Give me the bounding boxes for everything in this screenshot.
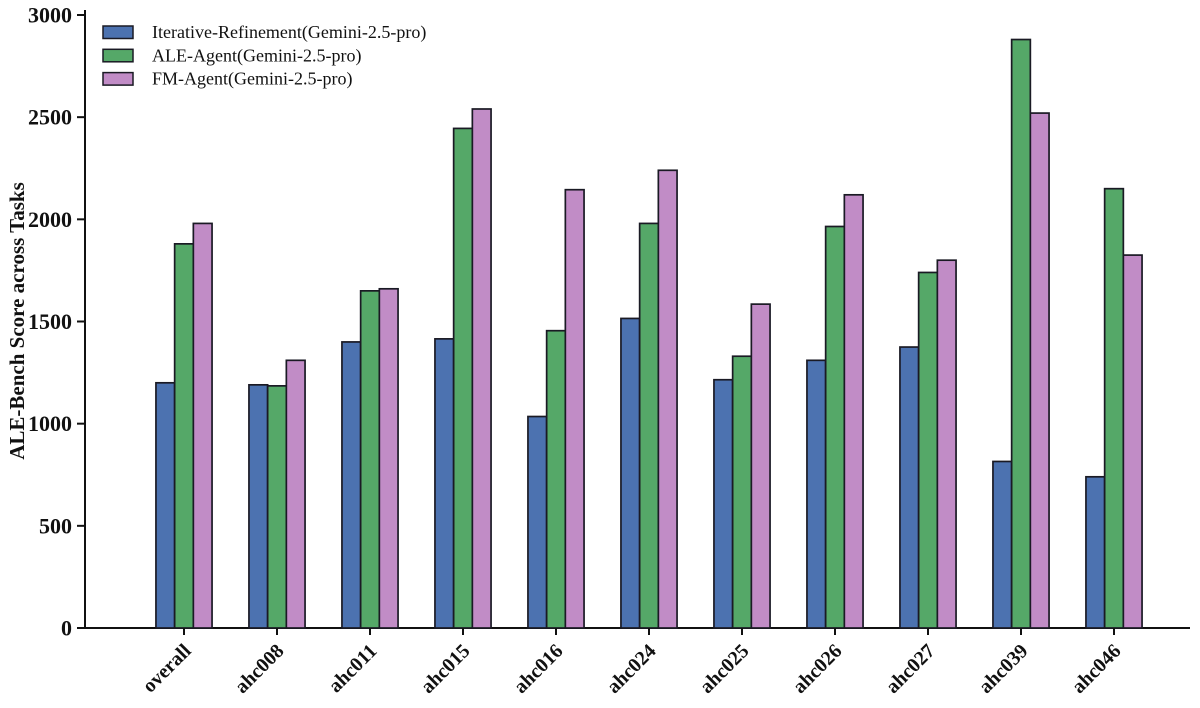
y-tick-label: 1500 (28, 309, 72, 334)
bar-ahc016-series1 (545, 329, 567, 629)
bar-overall-series1 (173, 243, 195, 629)
y-axis-title: ALE-Bench Score across Tasks (5, 182, 29, 460)
bar-ahc015-series1 (452, 127, 474, 629)
y-tick-label: 3000 (28, 3, 72, 28)
x-tick-label-ahc039: ahc039 (975, 640, 1033, 698)
bar-ahc026-series1 (824, 225, 846, 629)
legend-swatch-series2 (102, 71, 134, 86)
bar-ahc008-series0 (248, 383, 269, 629)
bar-ahc027-series1 (917, 271, 939, 629)
bar-ahc046-series0 (1085, 475, 1106, 629)
bar-ahc039-series2 (1029, 112, 1050, 629)
bar-ahc008-series1 (266, 385, 288, 629)
legend-label-series0: Iterative-Refinement(Gemini-2.5-pro) (152, 22, 426, 43)
bar-ahc046-series1 (1103, 187, 1125, 629)
bar-ahc039-series0 (992, 460, 1013, 629)
x-tick-label-ahc025: ahc025 (696, 640, 754, 698)
y-tick-label: 1000 (28, 411, 72, 436)
bar-ahc046-series2 (1122, 254, 1143, 629)
x-tick-label-ahc008: ahc008 (231, 640, 289, 698)
y-tick-label: 2000 (28, 207, 72, 232)
x-tick-label-ahc016: ahc016 (510, 640, 568, 698)
bar-ahc025-series0 (713, 378, 734, 629)
x-tick-label-overall: overall (138, 640, 195, 697)
bar-ahc015-series2 (471, 108, 492, 629)
bar-ahc026-series0 (806, 359, 827, 629)
legend-swatch-series1 (102, 48, 134, 63)
bar-ahc011-series0 (341, 341, 362, 629)
bar-ahc015-series0 (434, 338, 455, 629)
bar-ahc016-series0 (527, 415, 548, 629)
bar-overall-series2 (192, 222, 213, 629)
y-tick-label: 0 (61, 616, 72, 641)
y-tick-label: 2500 (28, 105, 72, 130)
bar-ahc024-series2 (657, 169, 678, 629)
x-tick-label-ahc026: ahc026 (789, 640, 847, 698)
bar-ahc026-series2 (843, 193, 864, 629)
bar-ahc024-series0 (620, 317, 641, 629)
bar-ahc011-series2 (378, 287, 399, 629)
legend-swatch-series0 (102, 25, 134, 40)
legend-label-series1: ALE-Agent(Gemini-2.5-pro) (152, 45, 361, 66)
bar-ahc024-series1 (638, 222, 660, 629)
x-tick-label-ahc027: ahc027 (882, 640, 940, 698)
legend-label-series2: FM-Agent(Gemini-2.5-pro) (152, 69, 352, 90)
bar-ahc027-series2 (936, 259, 957, 629)
bar-ahc025-series2 (750, 303, 771, 629)
bar-ahc016-series2 (564, 188, 585, 629)
bar-ahc039-series1 (1010, 38, 1032, 629)
bar-ahc011-series1 (359, 290, 381, 629)
x-tick-label-ahc015: ahc015 (417, 640, 475, 698)
bar-overall-series0 (155, 381, 176, 629)
bar-ahc027-series0 (899, 346, 920, 629)
x-tick-label-ahc024: ahc024 (603, 640, 661, 698)
x-tick-label-ahc011: ahc011 (324, 640, 381, 697)
bar-ahc025-series1 (731, 355, 753, 629)
bar-ahc008-series2 (285, 359, 306, 629)
y-tick-label: 500 (39, 513, 72, 538)
x-tick-label-ahc046: ahc046 (1068, 640, 1126, 698)
